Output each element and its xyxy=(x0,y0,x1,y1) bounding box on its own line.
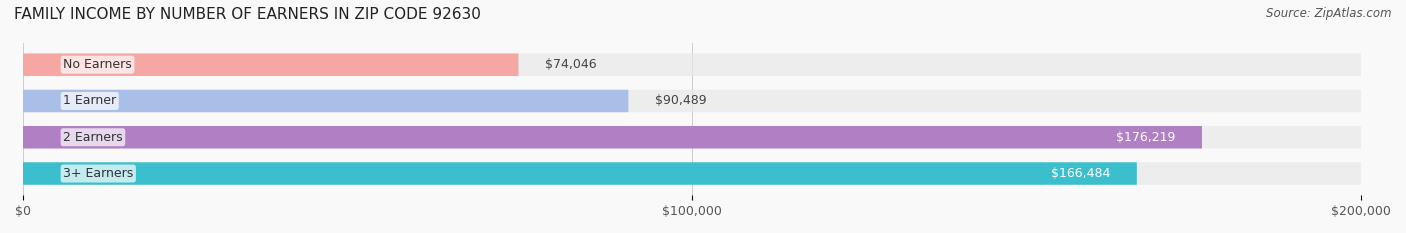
Text: 1 Earner: 1 Earner xyxy=(63,95,117,107)
FancyBboxPatch shape xyxy=(22,126,1202,148)
Text: No Earners: No Earners xyxy=(63,58,132,71)
Text: $90,489: $90,489 xyxy=(655,95,707,107)
Text: 3+ Earners: 3+ Earners xyxy=(63,167,134,180)
Text: FAMILY INCOME BY NUMBER OF EARNERS IN ZIP CODE 92630: FAMILY INCOME BY NUMBER OF EARNERS IN ZI… xyxy=(14,7,481,22)
FancyBboxPatch shape xyxy=(22,162,1361,185)
FancyBboxPatch shape xyxy=(22,90,628,112)
Text: Source: ZipAtlas.com: Source: ZipAtlas.com xyxy=(1267,7,1392,20)
FancyBboxPatch shape xyxy=(22,126,1361,148)
FancyBboxPatch shape xyxy=(22,162,1137,185)
FancyBboxPatch shape xyxy=(22,54,519,76)
FancyBboxPatch shape xyxy=(22,90,1361,112)
Text: 2 Earners: 2 Earners xyxy=(63,131,122,144)
Text: $74,046: $74,046 xyxy=(546,58,596,71)
Text: $176,219: $176,219 xyxy=(1116,131,1175,144)
FancyBboxPatch shape xyxy=(22,54,1361,76)
Text: $166,484: $166,484 xyxy=(1050,167,1111,180)
